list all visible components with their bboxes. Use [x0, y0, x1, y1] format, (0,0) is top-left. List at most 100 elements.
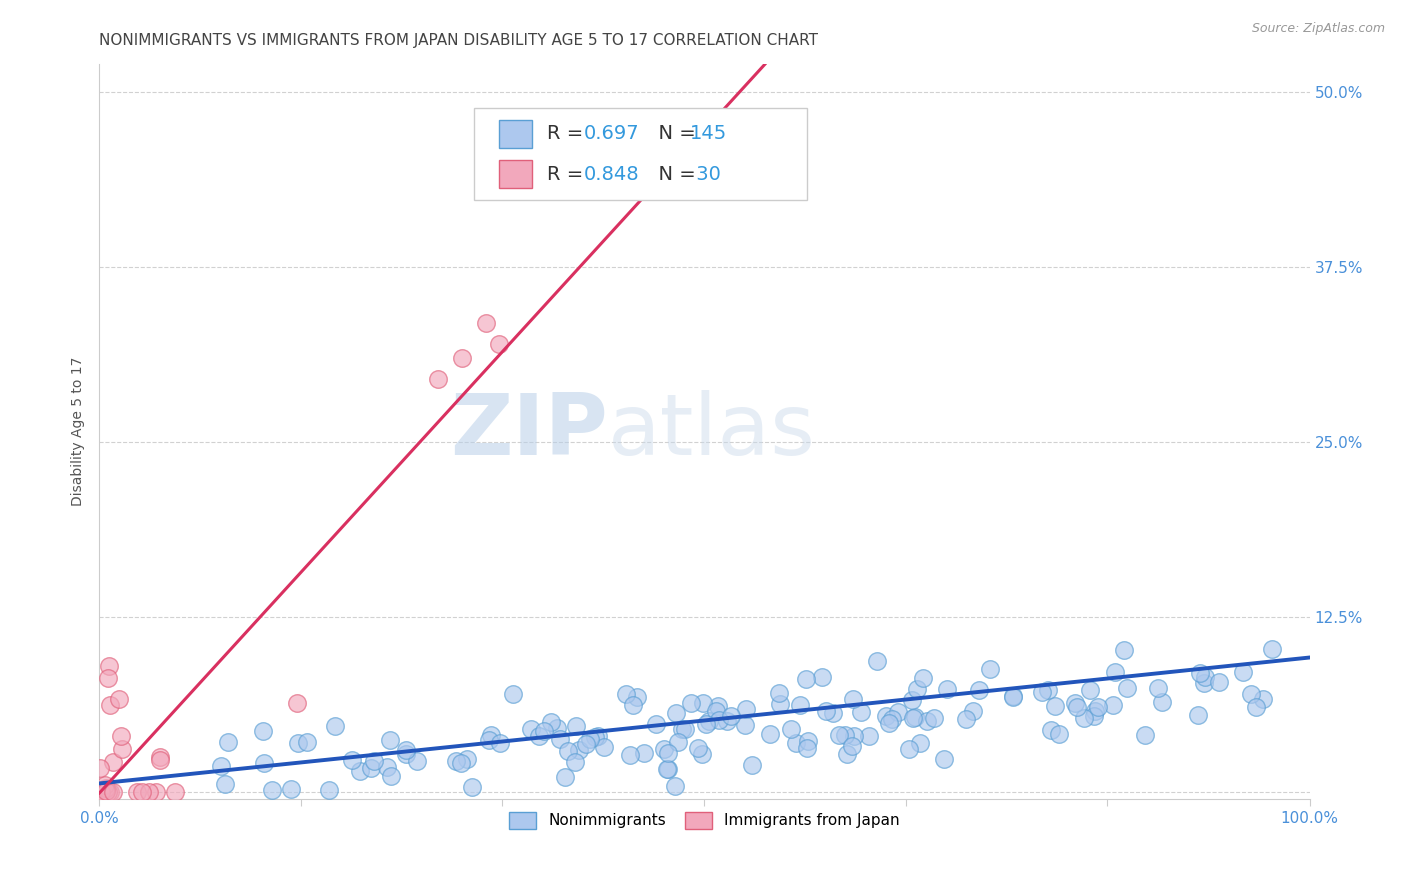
Point — [519, 722, 541, 736]
Point — [149, 749, 172, 764]
Point — [97, 671, 120, 685]
Point — [568, 742, 591, 756]
Point — [734, 717, 756, 731]
Point — [1087, 700, 1109, 714]
Point — [427, 372, 450, 386]
Point — [877, 716, 900, 731]
Text: R =: R = — [547, 124, 589, 143]
Point — [96, 781, 118, 796]
Point — [915, 714, 938, 728]
Point — [619, 748, 641, 763]
Point — [797, 733, 820, 747]
Point — [785, 736, 807, 750]
Point — [851, 706, 873, 720]
Point — [209, 758, 232, 772]
Point — [1260, 641, 1282, 656]
Point — [922, 711, 945, 725]
Point — [131, 785, 153, 799]
Point — [456, 751, 478, 765]
Text: N =: N = — [647, 165, 702, 184]
Point — [295, 735, 318, 749]
Text: 0.697: 0.697 — [583, 124, 638, 143]
Point — [626, 690, 648, 705]
Point — [1102, 698, 1125, 713]
Point — [842, 692, 865, 706]
Point — [908, 736, 931, 750]
Point — [540, 714, 562, 729]
Point — [163, 785, 186, 799]
FancyBboxPatch shape — [474, 108, 807, 200]
Point — [758, 727, 780, 741]
Point — [529, 729, 551, 743]
Point — [697, 714, 720, 729]
Point — [475, 316, 498, 330]
Point — [1147, 681, 1170, 695]
Point — [841, 739, 863, 753]
FancyBboxPatch shape — [499, 120, 533, 147]
Point — [1031, 684, 1053, 698]
Point — [880, 712, 903, 726]
Point — [1064, 696, 1087, 710]
Point — [671, 722, 693, 736]
Text: 30: 30 — [690, 165, 721, 184]
Point — [1084, 704, 1107, 718]
Point — [769, 697, 792, 711]
Point — [907, 682, 929, 697]
Text: Source: ZipAtlas.com: Source: ZipAtlas.com — [1251, 22, 1385, 36]
Point — [110, 729, 132, 743]
Point — [488, 337, 510, 351]
Point — [97, 785, 120, 799]
Point — [323, 719, 346, 733]
Point — [93, 778, 115, 792]
Legend: Nonimmigrants, Immigrants from Japan: Nonimmigrants, Immigrants from Japan — [502, 805, 905, 835]
Text: NONIMMIGRANTS VS IMMIGRANTS FROM JAPAN DISABILITY AGE 5 TO 17 CORRELATION CHART: NONIMMIGRANTS VS IMMIGRANTS FROM JAPAN D… — [100, 33, 818, 48]
Point — [690, 747, 713, 761]
Point — [657, 747, 679, 761]
Point — [734, 702, 756, 716]
Point — [1047, 727, 1070, 741]
Point — [583, 730, 606, 744]
Point — [593, 739, 616, 754]
Point — [695, 716, 717, 731]
Point — [546, 721, 568, 735]
Point — [461, 780, 484, 794]
Point — [1194, 676, 1216, 690]
Point — [665, 706, 688, 720]
Point — [98, 698, 121, 713]
Point — [936, 682, 959, 697]
Point — [1043, 698, 1066, 713]
Text: R =: R = — [547, 165, 589, 184]
Point — [533, 724, 555, 739]
Point — [103, 785, 125, 799]
Point — [614, 687, 637, 701]
Point — [450, 756, 472, 770]
Point — [557, 744, 579, 758]
Point — [823, 706, 845, 721]
Y-axis label: Disability Age 5 to 17: Disability Age 5 to 17 — [72, 357, 86, 507]
Point — [1133, 728, 1156, 742]
Point — [262, 783, 284, 797]
Point — [796, 741, 818, 756]
Point — [692, 696, 714, 710]
Point — [287, 736, 309, 750]
Point — [1150, 695, 1173, 709]
Point — [704, 704, 727, 718]
Point — [780, 723, 803, 737]
Point — [363, 754, 385, 768]
Point — [90, 785, 112, 799]
Point — [502, 687, 524, 701]
Point — [858, 729, 880, 743]
Point — [904, 710, 927, 724]
Point — [979, 662, 1001, 676]
Point — [1083, 709, 1105, 723]
Point — [285, 696, 308, 710]
Point — [1244, 700, 1267, 714]
Point — [111, 741, 134, 756]
Point — [94, 785, 117, 799]
Point — [1232, 665, 1254, 679]
Point — [828, 728, 851, 742]
Point — [253, 756, 276, 770]
Point — [1187, 707, 1209, 722]
Point — [349, 764, 371, 778]
Point — [932, 752, 955, 766]
